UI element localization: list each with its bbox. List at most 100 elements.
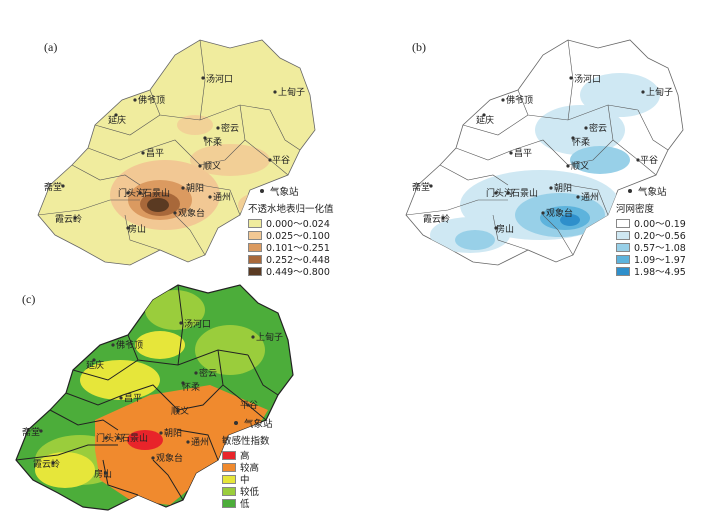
legend-b-item-label: 1.09～1.97 [634,255,686,266]
legend-a-item: 0.449～0.800 [248,265,334,278]
label-b-fangshan: 房山 [496,223,514,235]
legend-c-station: 气象站 [222,416,273,430]
legend-b-swatch [616,266,630,276]
legend-a-item: 0.000～0.024 [248,217,334,230]
panel-b-label: (b) [412,40,426,54]
legend-c-item: 中 [222,473,273,486]
legend-b-item: 0.00～0.19 [616,217,686,230]
label-a-foyeding: 佛爷顶 [138,94,165,106]
label-a-shunyi: 顺义 [203,161,221,172]
label-b-huairou: 怀柔 [572,136,590,148]
label-c-xiayunling: 霞云岭 [33,458,60,470]
legend-c-item: 低 [222,497,273,510]
label-b-zhaitang: 斋堂 [412,181,430,193]
legend-panel-a: 气象站 不透水地表归一化值 0.000～0.024 0.025～0.100 0.… [248,184,334,278]
label-a-miyun: 密云 [221,122,239,134]
legend-a-item-label: 0.025～0.100 [266,231,330,242]
label-c-chaoyang: 朝阳 [164,428,182,439]
label-a-guanxiangtai: 观象台 [178,207,205,219]
legend-a-swatch [248,266,262,276]
label-a-xiayunling: 霞云岭 [55,213,82,225]
label-c-tanghekou: 汤河口 [184,318,211,330]
legend-a-title: 不透水地表归一化值 [248,204,334,215]
legend-a-item: 0.252～0.448 [248,253,334,266]
legend-b-swatch [616,230,630,240]
legend-a-swatch [248,218,262,228]
legend-a-station: 气象站 [248,184,334,198]
legend-b-item: 0.20～0.56 [616,229,686,242]
label-c-shunyi: 顺义 [171,406,189,417]
label-c-changping: 昌平 [124,393,142,404]
label-b-mentougou: 门头沟 [486,187,513,199]
label-a-tanghekou: 汤河口 [206,73,233,85]
legend-b-swatch [616,218,630,228]
label-a-yanqing: 延庆 [108,114,126,126]
label-c-foyeding: 佛爷顶 [116,339,143,351]
label-a-shijingshan: 石景山 [143,188,170,199]
legend-c-swatch [222,450,236,460]
legend-b-station-label: 气象站 [638,187,667,198]
label-b-chaoyang: 朝阳 [554,183,572,194]
label-a-zhaitang: 斋堂 [44,181,62,193]
legend-c-item-label: 较低 [240,487,260,498]
legend-a-swatch [248,254,262,264]
label-a-pinggu: 平谷 [272,155,290,166]
legend-c-item: 较高 [222,461,273,474]
panel-a-label: (a) [44,40,58,54]
label-c-tongzhou: 通州 [191,437,209,448]
label-b-miyun: 密云 [589,122,607,134]
label-c-miyun: 密云 [199,367,217,379]
legend-a-item-label: 0.000～0.024 [266,219,330,230]
label-b-shangdianzi: 上甸子 [646,86,673,98]
label-a-changping: 昌平 [146,148,164,159]
label-b-tanghekou: 汤河口 [574,73,601,85]
label-c-zhaitang: 斋堂 [22,426,40,438]
legend-b-swatch [616,242,630,252]
label-b-changping: 昌平 [514,148,532,159]
legend-b-title: 河网密度 [616,204,655,215]
legend-c-item: 较低 [222,485,273,498]
legend-panel-c: 气象站 敏感性指数 高 较高 中 较低 低 [222,416,273,510]
label-c-pinggu: 平谷 [240,400,258,411]
label-c-fangshan: 房山 [94,468,112,480]
legend-panel-b: 气象站 河网密度 0.00～0.19 0.20～0.56 0.57～1.08 1… [616,184,686,278]
label-b-xiayunling: 霞云岭 [423,213,450,225]
legend-a-swatch [248,230,262,240]
label-c-yanqing: 延庆 [86,359,104,371]
map-panel-b: 汤河口 上甸子 佛爷顶 延庆 怀柔 密云 昌平 顺义 平谷 斋堂 门头沟 石景山… [405,39,684,266]
label-a-chaoyang: 朝阳 [186,183,204,194]
label-c-mentougou: 门头沟 [96,432,123,444]
legend-c-swatch [222,486,236,496]
label-b-pinggu: 平谷 [640,155,658,166]
legend-a-item-label: 0.449～0.800 [266,267,330,278]
label-c-guanxiangtai: 观象台 [156,452,183,464]
label-c-shangdianzi: 上甸子 [256,331,283,343]
legend-b-swatch [616,254,630,264]
map-panel-c: 汤河口 上甸子 佛爷顶 延庆 怀柔 密云 昌平 顺义 平谷 斋堂 门头沟 石景山… [15,284,294,511]
legend-b-item-label: 0.00～0.19 [634,219,686,230]
station-dot-icon [628,189,632,193]
label-b-yanqing: 延庆 [476,114,494,126]
legend-b-item: 1.09～1.97 [616,253,686,266]
legend-c-station-label: 气象站 [244,419,273,430]
label-c-shijingshan: 石景山 [121,433,148,444]
label-b-guanxiangtai: 观象台 [546,207,573,219]
label-b-shijingshan: 石景山 [511,188,538,199]
legend-c-item-label: 较高 [240,463,260,474]
label-a-fangshan: 房山 [128,223,146,235]
legend-c-swatch [222,498,236,508]
legend-b-item-label: 0.57～1.08 [634,243,686,254]
legend-c-title: 敏感性指数 [222,436,270,447]
label-a-huairou: 怀柔 [204,136,222,148]
station-dot-icon [234,421,238,425]
panel-c-label: (c) [22,292,36,306]
legend-a-item: 0.025～0.100 [248,229,334,242]
label-a-shangdianzi: 上甸子 [278,86,305,98]
label-a-tongzhou: 通州 [213,192,231,203]
legend-b-item-label: 0.20～0.56 [634,231,686,242]
legend-a-item-label: 0.252～0.448 [266,255,330,266]
legend-b-item: 0.57～1.08 [616,241,686,254]
legend-c-item: 高 [222,449,273,462]
label-a-mentougou: 门头沟 [118,187,145,199]
